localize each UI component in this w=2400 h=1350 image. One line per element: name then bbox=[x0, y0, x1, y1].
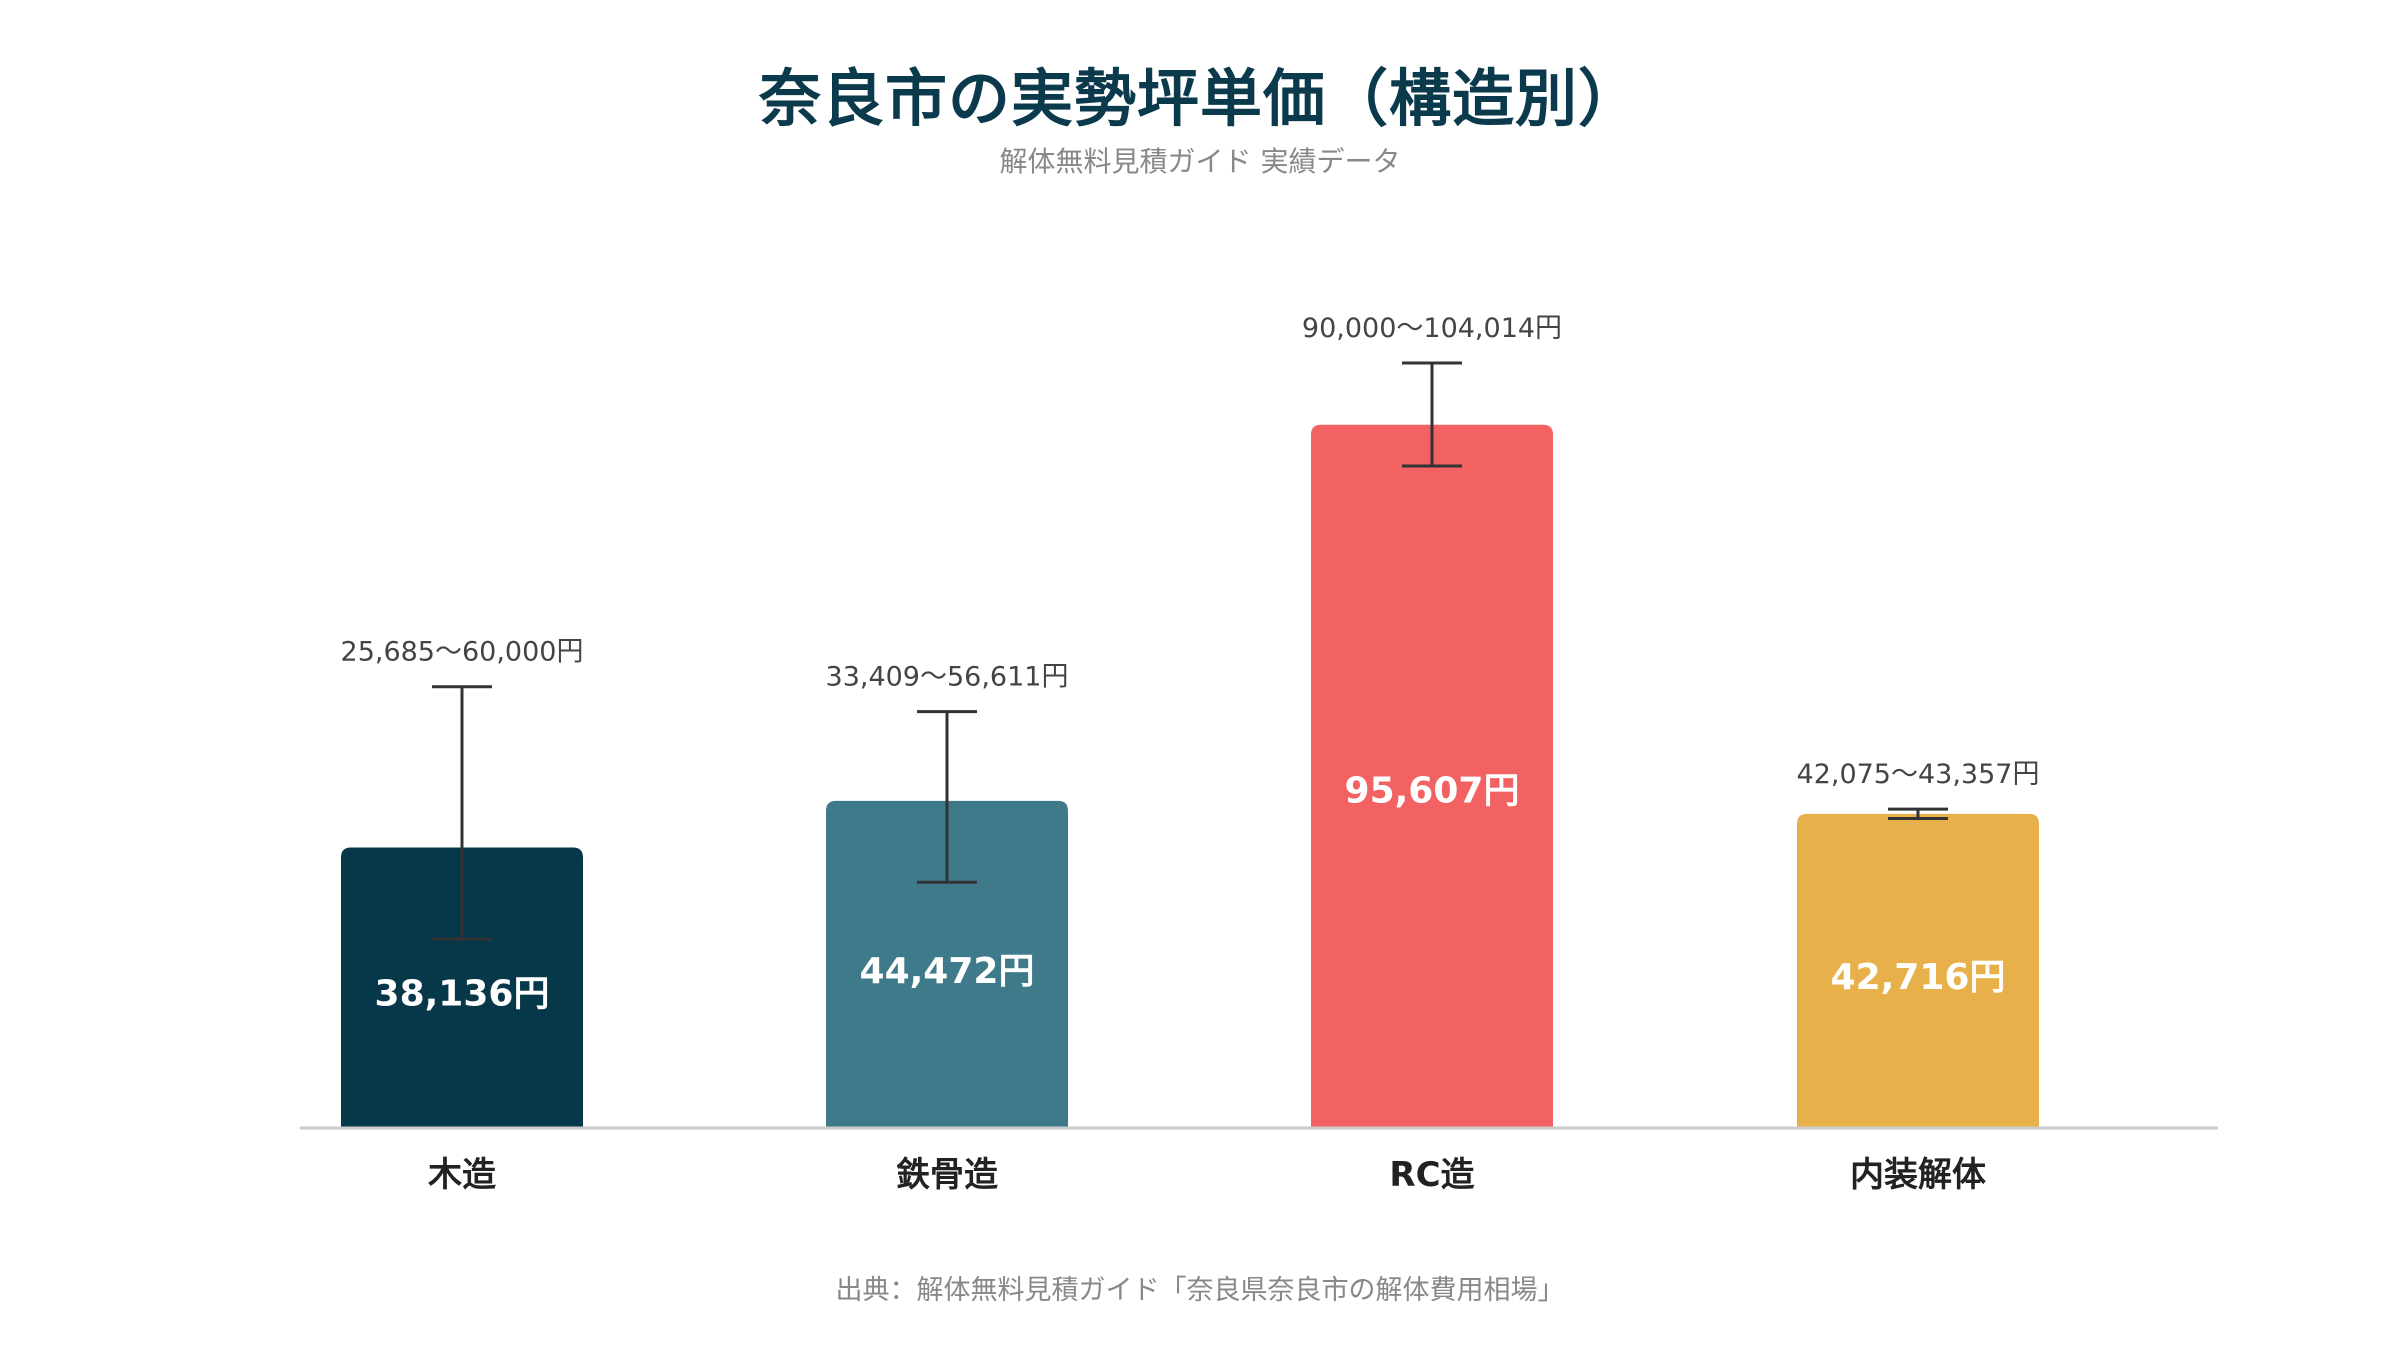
category-label-2: 鉄骨造 bbox=[896, 1155, 998, 1195]
category-label-3: RC造 bbox=[1389, 1155, 1474, 1195]
range-label-3: 90,000〜104,014円 bbox=[1302, 313, 1562, 344]
chart-source: 出典：解体無料見積ガイド「奈良県奈良市の解体費用相場」 bbox=[835, 1275, 1565, 1306]
bar-3 bbox=[1311, 424, 1553, 1128]
bar-value-label-2: 44,472円 bbox=[860, 951, 1035, 992]
range-label-1: 25,685〜60,000円 bbox=[341, 637, 584, 668]
bar-2 bbox=[826, 800, 1068, 1128]
category-label-1: 木造 bbox=[427, 1155, 496, 1195]
bar-4 bbox=[1797, 813, 2039, 1128]
range-label-2: 33,409〜56,611円 bbox=[826, 662, 1069, 693]
category-label-4: 内装解体 bbox=[1850, 1155, 1986, 1195]
error-bar-3 bbox=[1402, 361, 1462, 468]
error-bar-1 bbox=[432, 685, 492, 941]
range-label-4: 42,075〜43,357円 bbox=[1797, 759, 2040, 790]
bar-value-label-3: 95,607円 bbox=[1345, 770, 1520, 811]
chart-subtitle: 解体無料見積ガイド 実績データ bbox=[999, 145, 1401, 178]
error-bars-layer bbox=[432, 361, 1948, 941]
chart-title: 奈良市の実勢坪単価（構造別） bbox=[758, 62, 1641, 135]
bar-value-label-1: 38,136円 bbox=[375, 973, 550, 1014]
bar-1 bbox=[341, 847, 583, 1128]
error-bar-4 bbox=[1888, 807, 1948, 821]
bar-value-label-4: 42,716円 bbox=[1831, 957, 2006, 998]
bars-layer bbox=[341, 424, 2039, 1128]
error-bar-2 bbox=[917, 710, 977, 884]
